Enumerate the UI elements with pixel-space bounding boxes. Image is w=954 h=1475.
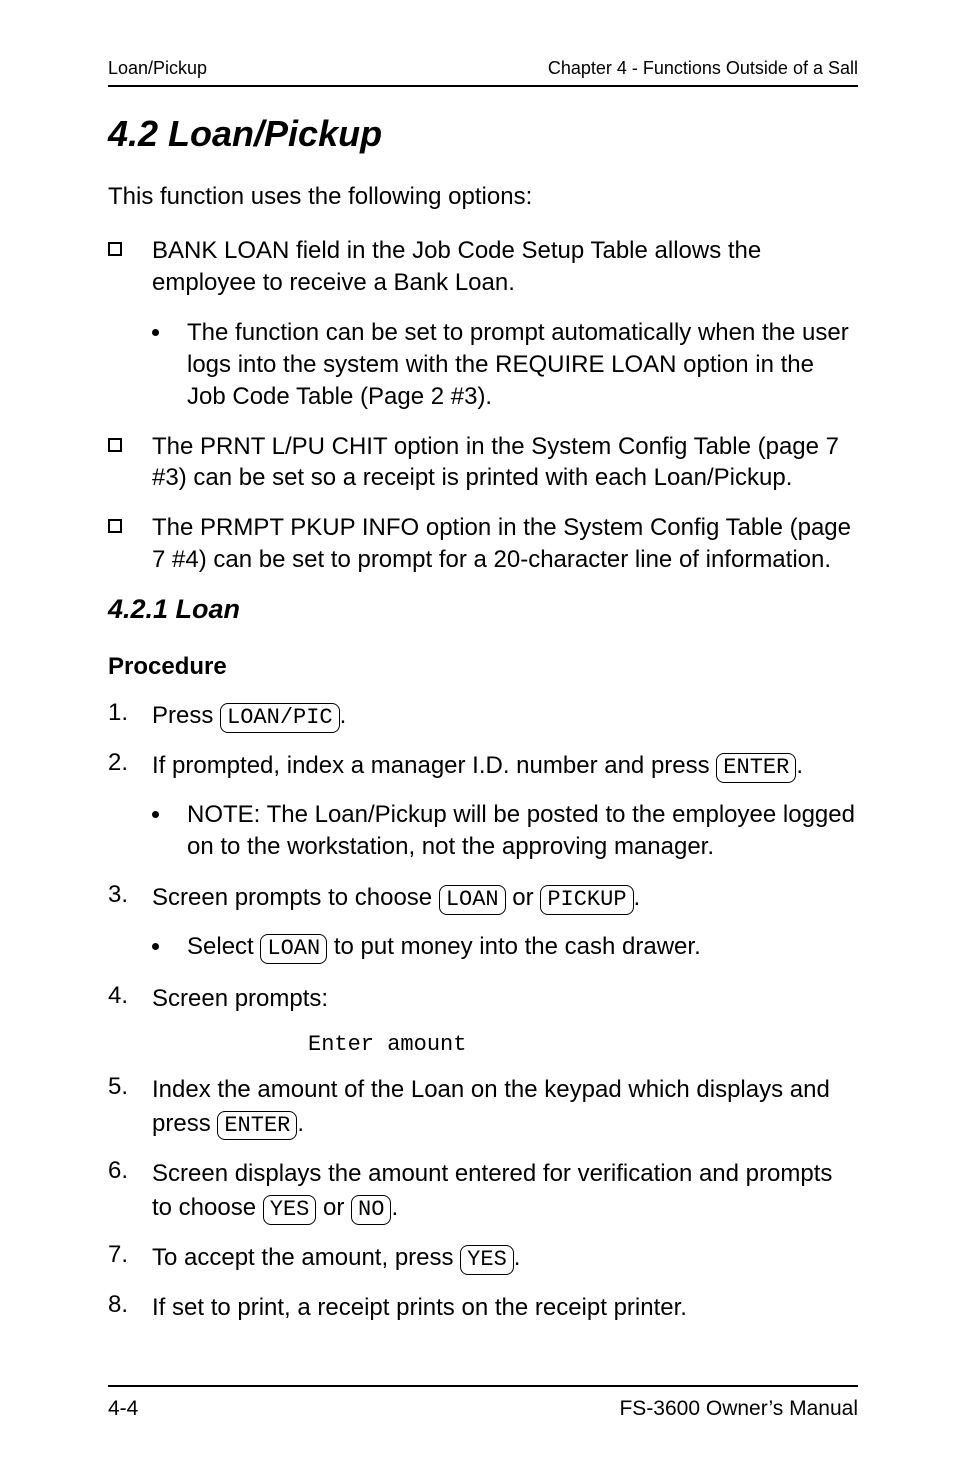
keycap: YES — [460, 1245, 514, 1275]
text-fragment: to put money into the cash drawer. — [327, 933, 701, 960]
procedure-steps: 1. Press LOAN/PIC. 2. If prompted, index… — [108, 699, 858, 1325]
step-item: 4. Screen prompts: — [108, 982, 858, 1016]
square-bullet-icon — [108, 438, 122, 452]
step-number: 4. — [108, 982, 152, 1010]
sub-bullet-text: The function can be set to prompt automa… — [187, 317, 858, 413]
dot-bullet-icon — [152, 943, 159, 950]
step-text: Index the amount of the Loan on the keyp… — [152, 1073, 858, 1141]
keycap: LOAN — [260, 934, 327, 964]
text-fragment: . — [340, 702, 347, 729]
text-fragment: . — [514, 1244, 521, 1271]
bullet-item: The PRMPT PKUP INFO option in the System… — [108, 512, 858, 576]
bullet-text: BANK LOAN field in the Job Code Setup Ta… — [152, 235, 858, 299]
screen-prompt-text: Enter amount — [308, 1032, 858, 1057]
keycap: ENTER — [716, 753, 796, 783]
step-text: Press LOAN/PIC. — [152, 699, 858, 733]
step-number: 7. — [108, 1241, 152, 1269]
keycap: LOAN/PIC — [220, 703, 340, 733]
dot-bullet-icon — [152, 811, 159, 818]
section-title: 4.2 Loan/Pickup — [108, 113, 858, 155]
procedure-heading: Procedure — [108, 653, 858, 681]
sub-bullet-item: Select LOAN to put money into the cash d… — [152, 931, 858, 964]
sub-bullet-item: NOTE: The Loan/Pickup will be posted to … — [152, 799, 858, 863]
running-header-right: Chapter 4 - Functions Outside of a Sall — [548, 58, 858, 79]
bullet-text: The PRMPT PKUP INFO option in the System… — [152, 512, 858, 576]
page-container: Loan/Pickup Chapter 4 - Functions Outsid… — [0, 0, 954, 1471]
text-fragment: . — [634, 884, 641, 911]
step-item: 5. Index the amount of the Loan on the k… — [108, 1073, 858, 1141]
step-text: To accept the amount, press YES. — [152, 1241, 858, 1275]
bullet-item: BANK LOAN field in the Job Code Setup Ta… — [108, 235, 858, 299]
step-text: Screen prompts: — [152, 982, 858, 1016]
step-item: 3. Screen prompts to choose LOAN or PICK… — [108, 881, 858, 915]
step-item: 6. Screen displays the amount entered fo… — [108, 1157, 858, 1225]
running-header-left: Loan/Pickup — [108, 58, 207, 79]
step-number: 8. — [108, 1291, 152, 1319]
step-number: 6. — [108, 1157, 152, 1185]
page-footer: 4-4 FS-3600 Owner’s Manual — [108, 1385, 858, 1421]
text-fragment: Select — [187, 933, 260, 960]
sub-bullet-item: The function can be set to prompt automa… — [152, 317, 858, 413]
step-number: 3. — [108, 881, 152, 909]
text-fragment: . — [391, 1194, 398, 1221]
step-text: If prompted, index a manager I.D. number… — [152, 749, 858, 783]
text-fragment: or — [316, 1194, 351, 1221]
step-item: 7. To accept the amount, press YES. — [108, 1241, 858, 1275]
footer-page-number: 4-4 — [108, 1397, 138, 1421]
text-fragment: Screen prompts to choose — [152, 884, 439, 911]
text-fragment: To accept the amount, press — [152, 1244, 460, 1271]
step-text: Screen displays the amount entered for v… — [152, 1157, 858, 1225]
square-bullet-icon — [108, 519, 122, 533]
text-fragment: Screen displays the amount entered for v… — [152, 1160, 832, 1221]
bullet-item: The PRNT L/PU CHIT option in the System … — [108, 431, 858, 495]
step-text: Screen prompts to choose LOAN or PICKUP. — [152, 881, 858, 915]
subsection-title: 4.2.1 Loan — [108, 594, 858, 625]
step-number: 1. — [108, 699, 152, 727]
sub-bullet-text: NOTE: The Loan/Pickup will be posted to … — [187, 799, 858, 863]
dot-bullet-icon — [152, 329, 159, 336]
sub-bullet-list: The function can be set to prompt automa… — [152, 317, 858, 413]
bullet-list: BANK LOAN field in the Job Code Setup Ta… — [108, 235, 858, 576]
footer-manual-title: FS-3600 Owner’s Manual — [619, 1397, 858, 1421]
text-fragment: If prompted, index a manager I.D. number… — [152, 752, 716, 779]
keycap: YES — [263, 1195, 317, 1225]
step-text: If set to print, a receipt prints on the… — [152, 1291, 858, 1325]
intro-text: This function uses the following options… — [108, 183, 858, 211]
keycap: NO — [351, 1195, 391, 1225]
text-fragment: . — [297, 1110, 304, 1137]
running-header: Loan/Pickup Chapter 4 - Functions Outsid… — [108, 58, 858, 87]
square-bullet-icon — [108, 242, 122, 256]
bullet-text: The PRNT L/PU CHIT option in the System … — [152, 431, 858, 495]
sub-bullet-text: Select LOAN to put money into the cash d… — [187, 931, 858, 964]
text-fragment: . — [796, 752, 803, 779]
step-item: 1. Press LOAN/PIC. — [108, 699, 858, 733]
step-sub-list: Select LOAN to put money into the cash d… — [152, 931, 858, 964]
text-fragment: or — [506, 884, 541, 911]
step-sub-list: NOTE: The Loan/Pickup will be posted to … — [152, 799, 858, 863]
step-item: 8. If set to print, a receipt prints on … — [108, 1291, 858, 1325]
keycap: LOAN — [439, 885, 506, 915]
step-number: 5. — [108, 1073, 152, 1101]
text-fragment: Press — [152, 702, 220, 729]
step-number: 2. — [108, 749, 152, 777]
step-item: 2. If prompted, index a manager I.D. num… — [108, 749, 858, 783]
keycap: ENTER — [217, 1111, 297, 1141]
keycap: PICKUP — [540, 885, 633, 915]
